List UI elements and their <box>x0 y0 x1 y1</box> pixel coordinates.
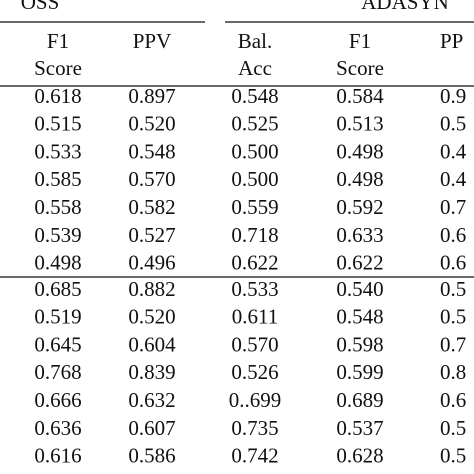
cell: 0.559 <box>231 195 278 219</box>
cell: 0.548 <box>231 84 278 108</box>
cell: 0.7 <box>440 332 466 356</box>
cell: 0.8 <box>440 360 466 384</box>
cell: 0.633 <box>336 223 383 247</box>
cell: 0.636 <box>34 416 81 440</box>
cell: 0.622 <box>336 251 383 275</box>
cell: 0.496 <box>128 251 175 275</box>
cell: 0.598 <box>336 332 383 356</box>
cell: 0.5 <box>440 277 466 301</box>
cell: 0.527 <box>128 223 175 247</box>
cell: 0.768 <box>34 360 81 384</box>
cell: 0.839 <box>128 360 175 384</box>
cell: 0.520 <box>128 112 175 136</box>
cell: 0.611 <box>232 305 278 329</box>
cell: 0..699 <box>229 388 282 412</box>
cell: 0.533 <box>34 139 81 163</box>
cell: 0.628 <box>336 444 383 468</box>
cell: 0.9 <box>440 84 466 108</box>
cell: 0.6 <box>440 223 466 247</box>
cell: 0.525 <box>231 112 278 136</box>
cell: 0.548 <box>128 139 175 163</box>
group-header: ADASYN <box>361 0 449 14</box>
cell: 0.498 <box>336 167 383 191</box>
cell: 0.4 <box>440 139 467 163</box>
cell: 0.5 <box>440 444 466 468</box>
cell: 0.526 <box>231 360 278 384</box>
cell: 0.632 <box>128 388 175 412</box>
cell: 0.586 <box>128 444 175 468</box>
cell: 0.735 <box>231 416 278 440</box>
cell: 0.616 <box>34 444 81 468</box>
cell: 0.519 <box>34 305 81 329</box>
cell: 0.515 <box>34 112 81 136</box>
column-header: Score <box>336 56 384 80</box>
cell: 0.539 <box>34 223 81 247</box>
group-header: OSS <box>21 0 60 14</box>
cell: 0.570 <box>128 167 175 191</box>
cell: 0.645 <box>34 332 81 356</box>
cell: 0.666 <box>34 388 81 412</box>
column-header: Score <box>34 56 82 80</box>
cell: 0.4 <box>440 167 467 191</box>
cell: 0.533 <box>231 277 278 301</box>
cell: 0.897 <box>128 84 175 108</box>
cell: 0.622 <box>231 251 278 275</box>
cell: 0.540 <box>336 277 383 301</box>
cell: 0.6 <box>440 251 466 275</box>
cell: 0.585 <box>34 167 81 191</box>
cell: 0.7 <box>440 195 466 219</box>
cell: 0.6 <box>440 388 466 412</box>
cell: 0.500 <box>231 139 278 163</box>
cell: 0.5 <box>440 416 466 440</box>
cell: 0.718 <box>231 223 278 247</box>
column-header: Bal. <box>238 29 272 53</box>
cell: 0.498 <box>34 251 81 275</box>
cell: 0.882 <box>128 277 175 301</box>
cell: 0.558 <box>34 195 81 219</box>
cell: 0.570 <box>231 332 278 356</box>
column-header: F1 <box>349 29 371 53</box>
cell: 0.537 <box>336 416 383 440</box>
column-header: F1 <box>47 29 69 53</box>
cell: 0.520 <box>128 305 175 329</box>
cell: 0.618 <box>34 84 81 108</box>
cell: 0.582 <box>128 195 175 219</box>
cell: 0.685 <box>34 277 81 301</box>
column-header: Acc <box>238 56 272 80</box>
cell: 0.513 <box>336 112 383 136</box>
cell: 0.599 <box>336 360 383 384</box>
cell: 0.604 <box>128 332 176 356</box>
cell: 0.548 <box>336 305 383 329</box>
cell: 0.5 <box>440 305 466 329</box>
cell: 0.5 <box>440 112 466 136</box>
cell: 0.607 <box>128 416 175 440</box>
cell: 0.498 <box>336 139 383 163</box>
cell: 0.592 <box>336 195 383 219</box>
column-header: PP <box>440 29 463 53</box>
cell: 0.500 <box>231 167 278 191</box>
cell: 0.689 <box>336 388 383 412</box>
cell: 0.584 <box>336 84 384 108</box>
column-header: PPV <box>133 29 172 53</box>
cell: 0.742 <box>231 444 278 468</box>
